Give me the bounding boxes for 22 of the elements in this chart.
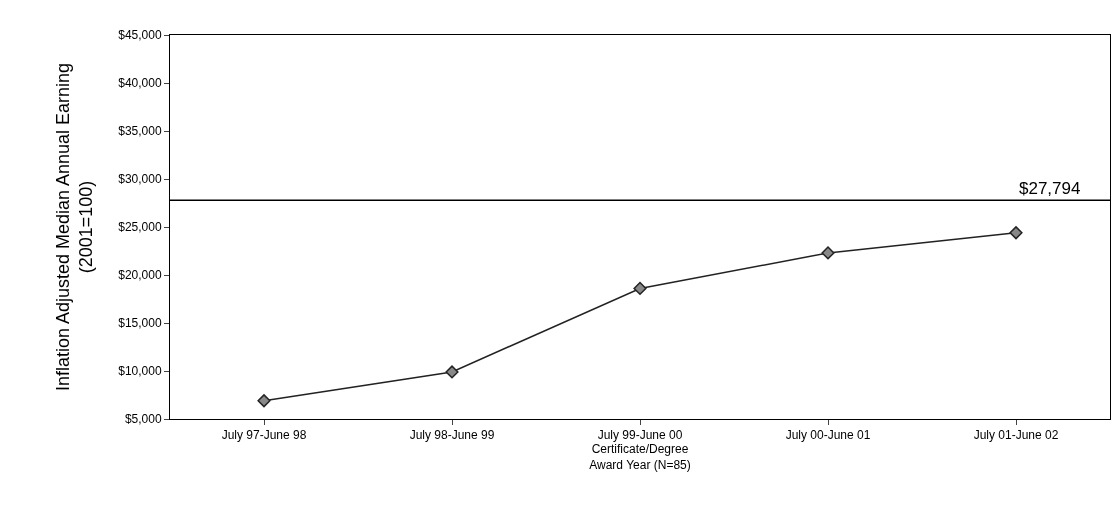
y-tick-label: $5,000 bbox=[124, 412, 162, 427]
y-tick-label: $15,000 bbox=[118, 316, 162, 331]
point bbox=[821, 246, 835, 260]
x-tick-label: July 98-June 99 bbox=[409, 428, 495, 443]
x-tick-label: July 00-June 01 bbox=[785, 428, 871, 443]
y-axis-title: Inflation Adjusted Median Annual Earning (2001=100) bbox=[53, 62, 97, 392]
point bbox=[633, 281, 647, 296]
x-tick-label: July 99-June 00 bbox=[597, 428, 683, 443]
point bbox=[257, 394, 271, 408]
x-tick-label: July 97-June 98 bbox=[221, 428, 307, 443]
y-tick-label: $35,000 bbox=[118, 124, 162, 139]
x-tick-label: July 01-June 02 bbox=[973, 428, 1059, 443]
y-tick-label: $40,000 bbox=[118, 76, 162, 91]
y-tick-label: $25,000 bbox=[118, 220, 162, 235]
y-tick-label: $30,000 bbox=[118, 172, 162, 187]
y-tick-label: $10,000 bbox=[118, 364, 162, 379]
y-tick-label: $20,000 bbox=[118, 268, 162, 283]
y-tick-label: $45,000 bbox=[118, 28, 162, 43]
ref-line-label: $27,794 bbox=[1019, 179, 1081, 198]
x-axis-title: Certificate/Degree Award Year (N=85) bbox=[589, 442, 691, 472]
point bbox=[445, 365, 459, 379]
point bbox=[1009, 226, 1023, 240]
